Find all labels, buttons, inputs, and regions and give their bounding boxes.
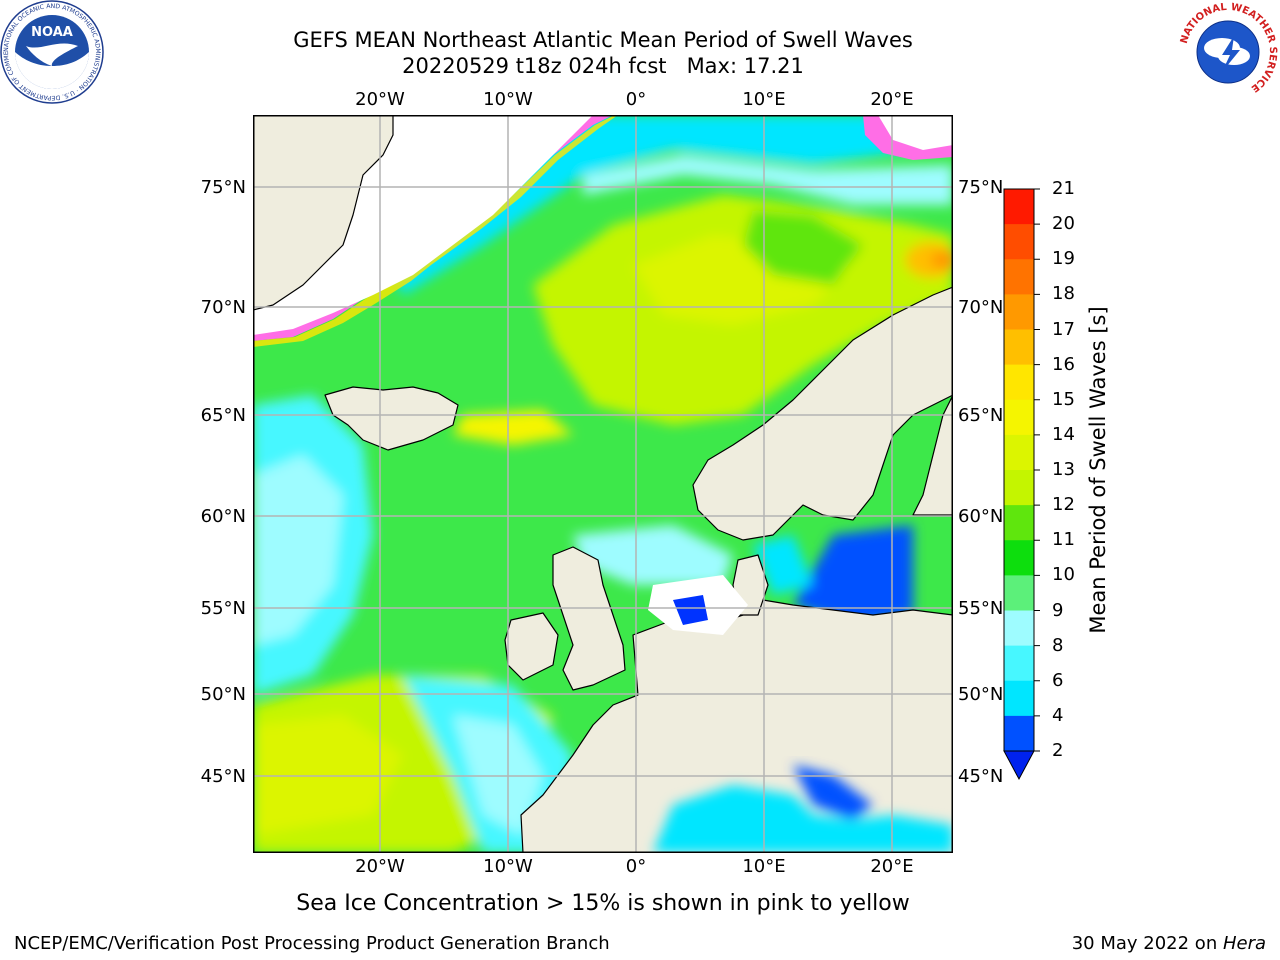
lat-label-left-70n: 70°N (200, 297, 246, 318)
lon-label-bottom-10e: 10°E (742, 856, 786, 877)
colorbar-band (1004, 540, 1034, 576)
lat-label-right-45n: 45°N (958, 766, 1004, 787)
footer-date-text: 30 May 2022 on (1071, 933, 1223, 954)
colorbar-band (1004, 680, 1034, 717)
lon-label-bottom-0: 0° (625, 856, 647, 877)
colorbar-band (1004, 434, 1034, 471)
footer-date: 30 May 2022 on Hera (1072, 933, 1266, 954)
lat-label-right-75n: 75°N (958, 177, 1004, 198)
lat-label-right-65n: 65°N (958, 405, 1004, 426)
colorbar-tick-label: 15 (1052, 388, 1075, 410)
colorbar-band (1004, 399, 1034, 436)
sea-ice-caption: Sea Ice Concentration > 15% is shown in … (296, 891, 910, 916)
map-panel (253, 115, 953, 853)
colorbar-band (1004, 715, 1034, 752)
colorbar-tick-label: 9 (1052, 599, 1064, 621)
lat-label-left-60n: 60°N (200, 506, 246, 527)
cyan-band-north (393, 115, 953, 295)
colorbar-tick-label: 19 (1052, 248, 1075, 270)
lat-label-left-75n: 75°N (200, 177, 246, 198)
colorbar-extend-triangle (1003, 750, 1035, 781)
colorbar-tick-label: 13 (1052, 459, 1075, 480)
land-ireland (504, 612, 559, 681)
land-britain (552, 546, 626, 691)
lat-label-right-55n: 55°N (958, 598, 1004, 619)
colorbar-tick-label: 16 (1052, 353, 1075, 375)
colorbar-band (1004, 575, 1034, 611)
colorbar-band (1004, 470, 1034, 506)
colorbar-band (1004, 645, 1034, 682)
lon-label-top-10w: 10°W (483, 89, 533, 110)
svg-text:NOAA: NOAA (31, 25, 73, 40)
colorbar-band (1004, 610, 1034, 647)
colorbar-band (1004, 294, 1034, 330)
graticule (253, 115, 953, 853)
colorbar-tick-label: 20 (1052, 213, 1075, 235)
lat-label-left-55n: 55°N (200, 598, 246, 619)
lon-label-bottom-10w: 10°W (483, 856, 533, 877)
lat-label-right-70n: 70°N (958, 297, 1004, 318)
colorbar-tick-label: 10 (1052, 564, 1075, 586)
lon-label-bottom-20w: 20°W (355, 856, 405, 877)
colorbar-band (1004, 364, 1034, 401)
land-greenland (253, 115, 394, 311)
lon-label-top-0: 0° (625, 89, 647, 110)
colorbar-band (1004, 189, 1034, 225)
lon-label-top-10e: 10°E (742, 89, 786, 110)
nws-logo: NATIONAL WEATHER SERVICE (1178, 2, 1278, 102)
lat-label-right-60n: 60°N (958, 506, 1004, 527)
lat-label-left-65n: 65°N (200, 405, 246, 426)
lon-label-bottom-20e: 20°E (870, 856, 914, 877)
colorbar-title: Mean Period of Swell Waves [s] (1086, 306, 1110, 634)
land-scandinavia (692, 286, 953, 541)
map-border (253, 115, 953, 853)
colorbar-tick-label: 6 (1052, 669, 1064, 691)
noaa-logo: NATIONAL OCEANIC AND ATMOSPHERIC ADMINIS… (0, 0, 104, 104)
colorbar-band (1004, 505, 1034, 541)
colorbar-band (1004, 259, 1034, 295)
colorbar-tick-label: 12 (1052, 494, 1075, 516)
lat-label-left-45n: 45°N (200, 766, 246, 787)
chart-title: GEFS MEAN Northeast Atlantic Mean Period… (293, 28, 913, 52)
colorbar-tick-label: 2 (1052, 740, 1064, 761)
lat-label-left-50n: 50°N (200, 684, 246, 705)
colorbar-tick-label: 17 (1052, 318, 1075, 340)
colorbar-tick-label: 14 (1052, 423, 1075, 445)
lon-label-top-20e: 20°E (870, 89, 914, 110)
mediterranean (653, 785, 953, 853)
colorbar-band (1004, 224, 1034, 260)
colorbar-tick-label: 21 (1052, 178, 1075, 199)
colorbar-band (1004, 329, 1034, 366)
colorbar-tick-label: 11 (1052, 529, 1075, 551)
colorbar-tick-label: 18 (1052, 283, 1075, 305)
lon-label-top-20w: 20°W (355, 89, 405, 110)
land-iceland (324, 386, 459, 451)
footer-host: Hera (1222, 933, 1266, 954)
colorbar-tick-label: 4 (1052, 704, 1064, 726)
footer-credit: NCEP/EMC/Verification Post Processing Pr… (14, 933, 610, 954)
colorbar-tick-label: 8 (1052, 634, 1064, 656)
lat-label-right-50n: 50°N (958, 684, 1004, 705)
chart-subtitle: 20220529 t18z 024h fcst Max: 17.21 (402, 54, 804, 78)
colorbar (1003, 188, 1040, 781)
